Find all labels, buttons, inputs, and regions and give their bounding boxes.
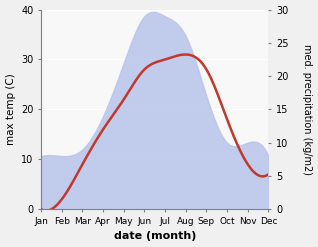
X-axis label: date (month): date (month)	[114, 231, 196, 242]
Y-axis label: max temp (C): max temp (C)	[5, 74, 16, 145]
Y-axis label: med. precipitation (kg/m2): med. precipitation (kg/m2)	[302, 44, 313, 175]
